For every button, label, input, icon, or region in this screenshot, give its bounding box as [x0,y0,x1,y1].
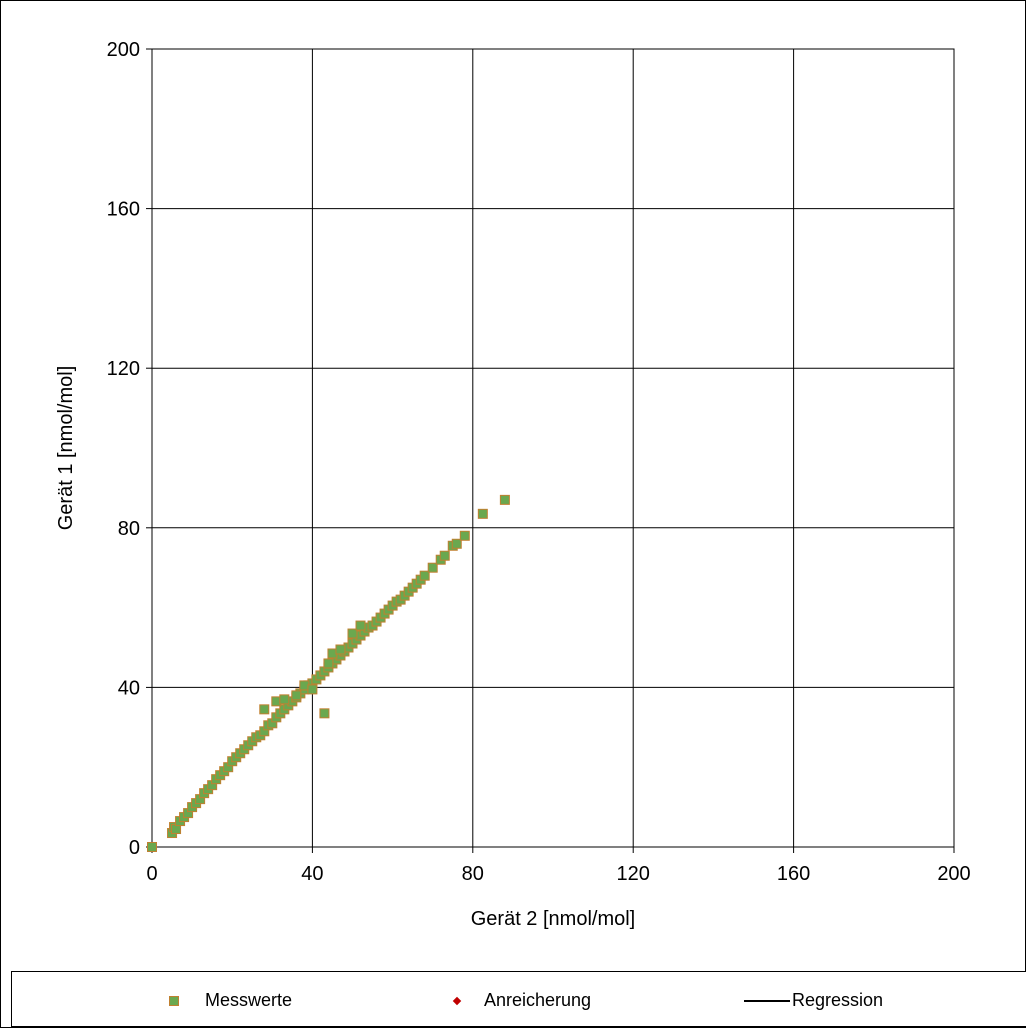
legend-label-anreicherung: Anreicherung [484,990,592,1010]
data-point-messwerte [147,842,157,852]
data-point-messwerte [259,704,270,715]
data-point-messwerte [319,708,330,719]
y-tick-label: 120 [107,358,140,380]
legend-label-messwerte: Messwerte [205,990,293,1010]
data-point-messwerte [419,570,430,581]
legend-item-regression: Regression [744,990,883,1011]
data-point-messwerte [279,694,290,705]
legend-item-anreicherung: Anreicherung [452,990,592,1011]
y-tick-label: 40 [118,677,140,699]
data-point-messwerte [323,658,334,669]
scatter-plot: 0 40 80 120 160 200 0 40 80 120 160 200 Gerät 2 [nm… [55,39,971,930]
data-point-messwerte [347,628,358,639]
diamond-marker-icon [452,996,462,1005]
line-marker-icon [744,999,790,1002]
legend-label-regression: Regression [792,990,884,1010]
data-point-messwerte [307,684,318,695]
legend: Messwerte Anreicherung Regression [11,971,1026,1027]
data-point-messwerte [451,538,462,549]
x-tick-label: 200 [937,863,970,885]
data-point-messwerte [459,530,470,541]
x-axis-label: Gerät 2 [nmol/mol] [471,908,636,930]
x-tick-label: 0 [146,863,157,885]
axis-ticks: 0 40 80 120 160 200 0 40 80 120 160 200 [107,39,971,885]
legend-item-messwerte: Messwerte [169,990,292,1011]
y-tick-label: 160 [107,199,140,221]
y-tick-label: 80 [118,518,140,540]
data-point-messwerte [335,644,346,655]
y-tick-label: 200 [107,39,140,61]
data-point-messwerte [477,508,488,519]
x-tick-label: 160 [777,863,810,885]
data-point-messwerte [427,562,438,573]
x-tick-label: 40 [301,863,323,885]
data-point-messwerte [439,550,450,561]
data-points [147,494,510,852]
y-axis-label: Gerät 1 [nmol/mol] [55,366,77,531]
data-point-messwerte [355,620,366,631]
data-point-messwerte [499,494,510,505]
x-tick-label: 120 [617,863,650,885]
data-point-messwerte [291,690,302,701]
grid-lines [151,48,955,848]
y-tick-label: 0 [129,837,140,859]
x-tick-label: 80 [462,863,484,885]
square-marker-icon [169,995,179,1006]
